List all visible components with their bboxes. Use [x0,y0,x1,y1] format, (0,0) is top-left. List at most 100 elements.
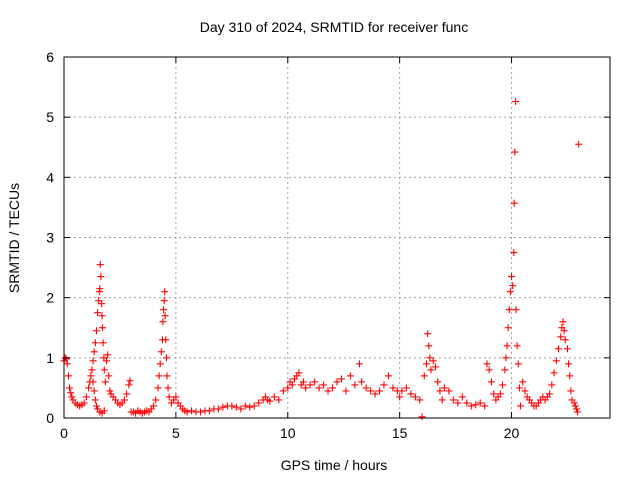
data-point [64,372,72,380]
data-point [575,140,583,148]
data-point [87,372,95,380]
data-point [513,342,521,350]
data-point [197,408,204,416]
data-point [320,381,328,389]
data-point [68,393,76,401]
data-point [125,381,133,389]
data-point [398,387,406,395]
data-point [560,327,568,335]
data-point [67,389,75,397]
data-point [311,378,319,386]
data-point [567,387,575,395]
data-point [546,390,554,398]
data-point [429,357,437,365]
data-point [454,399,462,407]
data-point [237,405,245,413]
y-tick-label: 6 [46,49,54,65]
data-point [160,306,168,314]
data-point [508,273,516,281]
data-point [337,375,345,383]
data-point [499,381,507,389]
data-point [232,403,240,411]
x-tick-label: 0 [60,425,68,441]
data-point [150,402,158,410]
data-point [402,384,410,392]
chart-title: Day 310 of 2024, SRMTID for receiver fun… [200,19,468,35]
data-point [89,357,97,365]
data-point [205,407,213,415]
data-point [449,396,457,404]
data-point [82,393,90,401]
data-point [101,378,109,386]
data-point [458,393,466,401]
y-tick-labels: 0 1 2 3 4 5 6 [46,49,54,426]
x-tick-labels: 0 5 10 15 20 [60,425,519,441]
data-point [159,318,167,326]
data-point [299,378,307,386]
data-point [266,397,274,405]
data-point [371,390,379,398]
data-point [91,339,99,347]
data-point [396,393,404,401]
data-point [154,384,162,392]
data-point [85,384,93,392]
y-tick-label: 5 [46,109,54,125]
data-point [557,333,565,341]
data-point [241,402,249,410]
data-point [418,413,426,421]
data-point [440,384,448,392]
data-point [103,357,111,365]
data-point [246,403,254,411]
data-point [161,312,169,320]
data-point [98,300,106,308]
x-tick-label: 15 [392,425,408,441]
x-tick-label: 10 [280,425,296,441]
data-point [333,378,341,386]
data-point [515,384,523,392]
data-point [467,402,475,410]
x-axis-label: GPS time / hours [281,457,388,473]
data-point [172,393,180,401]
data-point [566,372,574,380]
data-point [362,384,370,392]
data-point [98,312,106,320]
data-point [487,378,495,386]
data-point [552,357,560,365]
data-point [329,384,337,392]
data-point [358,378,366,386]
data-point [490,390,498,398]
data-point [548,381,556,389]
data-point [88,366,96,374]
data-point [152,396,160,404]
data-point [559,318,567,326]
data-point [126,377,134,385]
data-point [380,381,388,389]
data-point [514,360,522,368]
data-point [165,393,173,401]
data-point [92,327,100,335]
data-point [90,348,98,356]
data-point [106,387,114,395]
data-point [376,387,384,395]
data-point [99,339,107,347]
y-tick-label: 4 [46,169,54,185]
data-point [157,348,165,356]
data-point [66,384,74,392]
data-point [570,399,578,407]
y-axis-label: SRMTID / TECUs [6,183,22,293]
data-point [425,342,433,350]
data-point [436,387,444,395]
data-point [485,366,493,374]
data-point [572,405,580,413]
y-tick-label: 1 [46,350,54,366]
data-point [214,405,222,413]
data-point [510,249,518,257]
data-point [550,369,558,377]
data-point [438,396,446,404]
data-point [511,148,519,156]
data-point [519,378,527,386]
y-tick-label: 2 [46,290,54,306]
data-point [63,360,71,368]
data-point [161,288,169,296]
